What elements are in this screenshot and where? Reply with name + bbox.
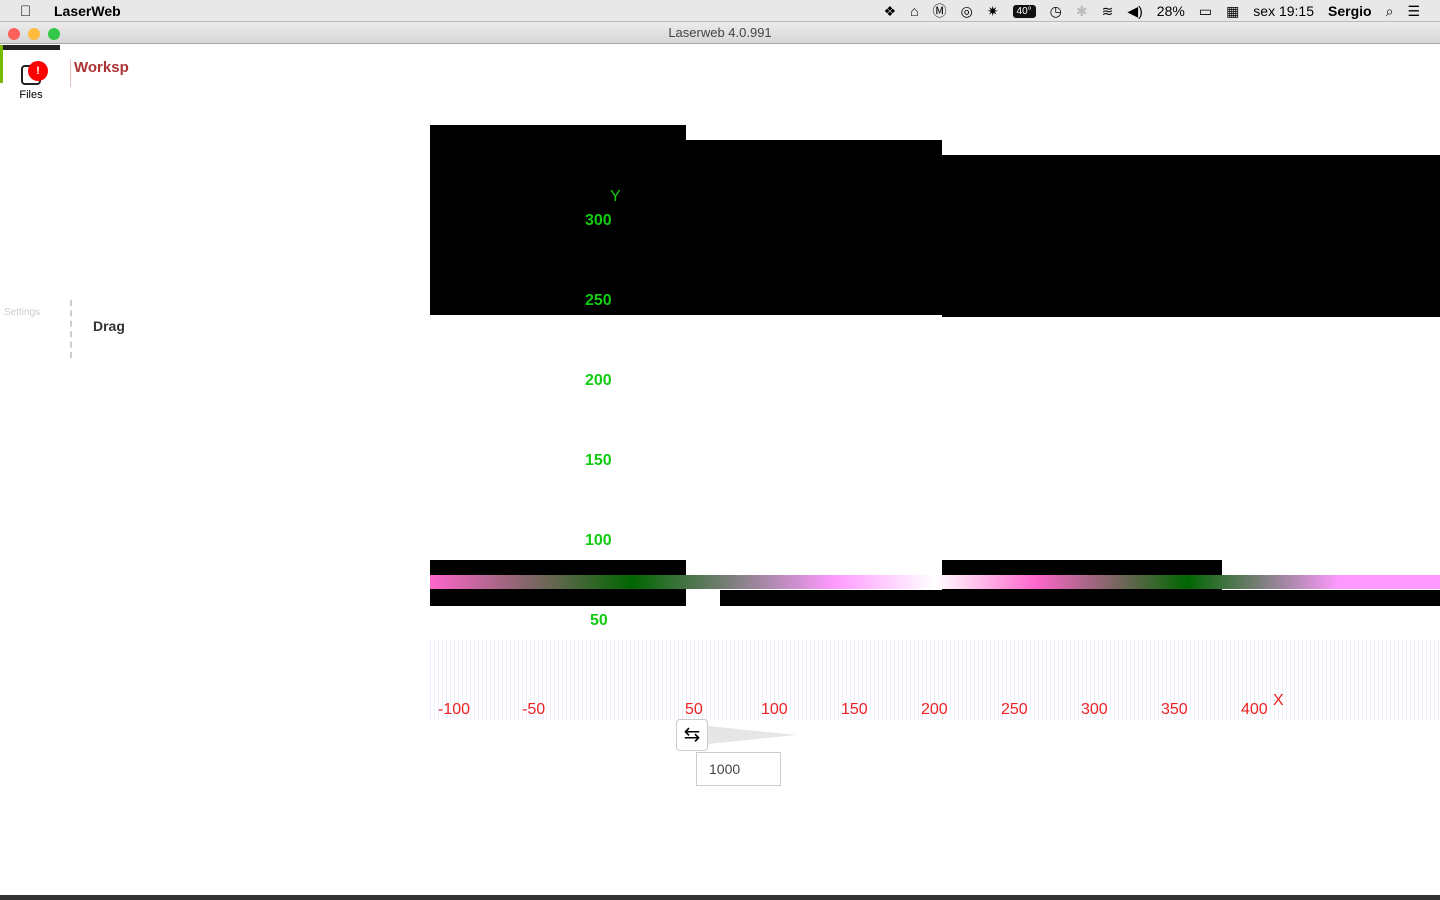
- sidebar-item-settings[interactable]: Settings: [4, 307, 41, 318]
- swap-arrows-button[interactable]: ⇆: [676, 719, 708, 751]
- sync-icon[interactable]: ◎: [960, 2, 973, 19]
- y-tick: 250: [585, 292, 612, 309]
- files-label: Files: [19, 89, 43, 101]
- render-glitch: [942, 155, 1440, 317]
- value-input[interactable]: [696, 752, 781, 786]
- render-glitch: [430, 575, 1440, 589]
- wifi-lock-icon[interactable]: ⌂: [910, 3, 919, 19]
- battery-percent[interactable]: 28%: [1156, 3, 1185, 19]
- y-tick: 200: [585, 372, 612, 389]
- x-tick: 400: [1241, 701, 1268, 718]
- m-icon[interactable]: Ⓜ: [932, 3, 947, 19]
- sidebar-item-files[interactable]: ! Files: [8, 61, 54, 101]
- render-glitch: [720, 590, 1440, 606]
- y-tick: 100: [585, 532, 612, 549]
- x-axis-label: X: [1273, 692, 1284, 709]
- calendar-icon[interactable]: ▦: [1226, 2, 1240, 19]
- wifi-icon[interactable]: ≋: [1101, 2, 1114, 19]
- x-tick: 100: [761, 701, 788, 718]
- minimize-button[interactable]: [28, 28, 40, 40]
- render-glitch: [430, 235, 686, 315]
- grid-area: [430, 640, 1440, 720]
- canvas-viewport[interactable]: Y 300 250 200 150 100 50 -100 -50 50 100…: [430, 45, 1440, 895]
- x-tick: 300: [1081, 701, 1108, 718]
- x-tick: -50: [522, 701, 546, 718]
- x-tick: -100: [438, 701, 471, 718]
- window-bottom-edge: [0, 895, 1440, 900]
- apple-icon[interactable]: : [20, 3, 34, 20]
- avast-icon[interactable]: ✷: [986, 2, 999, 19]
- workspace-title: Worksp: [70, 59, 129, 87]
- time-machine-icon[interactable]: ◷: [1049, 2, 1062, 19]
- volume-icon[interactable]: ◀): [1127, 2, 1143, 19]
- tooltip-pointer: [708, 726, 796, 744]
- drag-label: Drag: [93, 318, 125, 334]
- x-tick: 150: [841, 701, 868, 718]
- user-menu[interactable]: Sergio: [1328, 3, 1372, 19]
- bluetooth-icon[interactable]: ✱: [1075, 2, 1088, 19]
- y-axis-label: Y: [610, 188, 621, 205]
- zoom-button[interactable]: [48, 28, 60, 40]
- notification-center-icon[interactable]: ☰: [1407, 2, 1420, 19]
- menu-bar:  LaserWeb ❖ ⌂ Ⓜ ◎ ✷ 40° ◷ ✱ ≋ ◀) 28% ▭ …: [0, 0, 1440, 22]
- x-tick: 50: [685, 701, 703, 718]
- app-menu[interactable]: LaserWeb: [54, 2, 121, 19]
- active-marker: [0, 45, 3, 83]
- sidebar: ! Files Settings: [0, 45, 62, 900]
- render-glitch: [686, 140, 942, 315]
- dropbox-icon[interactable]: ❖: [883, 2, 897, 19]
- x-tick: 350: [1161, 701, 1188, 718]
- y-tick: 150: [585, 452, 612, 469]
- window-title: Laserweb 4.0.991: [0, 22, 1440, 44]
- close-button[interactable]: [8, 28, 20, 40]
- swap-arrows-icon: ⇆: [683, 724, 701, 746]
- warning-icon: !: [28, 61, 48, 81]
- x-tick: 200: [921, 701, 948, 718]
- drag-divider[interactable]: [70, 300, 72, 358]
- y-tick: 50: [590, 612, 608, 629]
- clock[interactable]: sex 19:15: [1253, 3, 1315, 19]
- tab-indicator: [0, 45, 60, 50]
- battery-icon: ▭: [1198, 2, 1213, 19]
- y-tick: 300: [585, 212, 612, 229]
- spotlight-icon[interactable]: ⌕: [1385, 2, 1394, 19]
- x-tick: 250: [1001, 701, 1028, 718]
- render-glitch: [430, 125, 686, 235]
- temperature-indicator[interactable]: 40°: [1012, 4, 1036, 18]
